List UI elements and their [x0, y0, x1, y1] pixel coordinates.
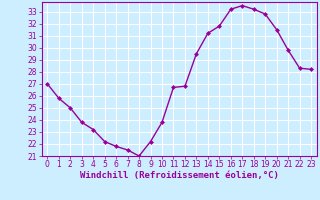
X-axis label: Windchill (Refroidissement éolien,°C): Windchill (Refroidissement éolien,°C) [80, 171, 279, 180]
